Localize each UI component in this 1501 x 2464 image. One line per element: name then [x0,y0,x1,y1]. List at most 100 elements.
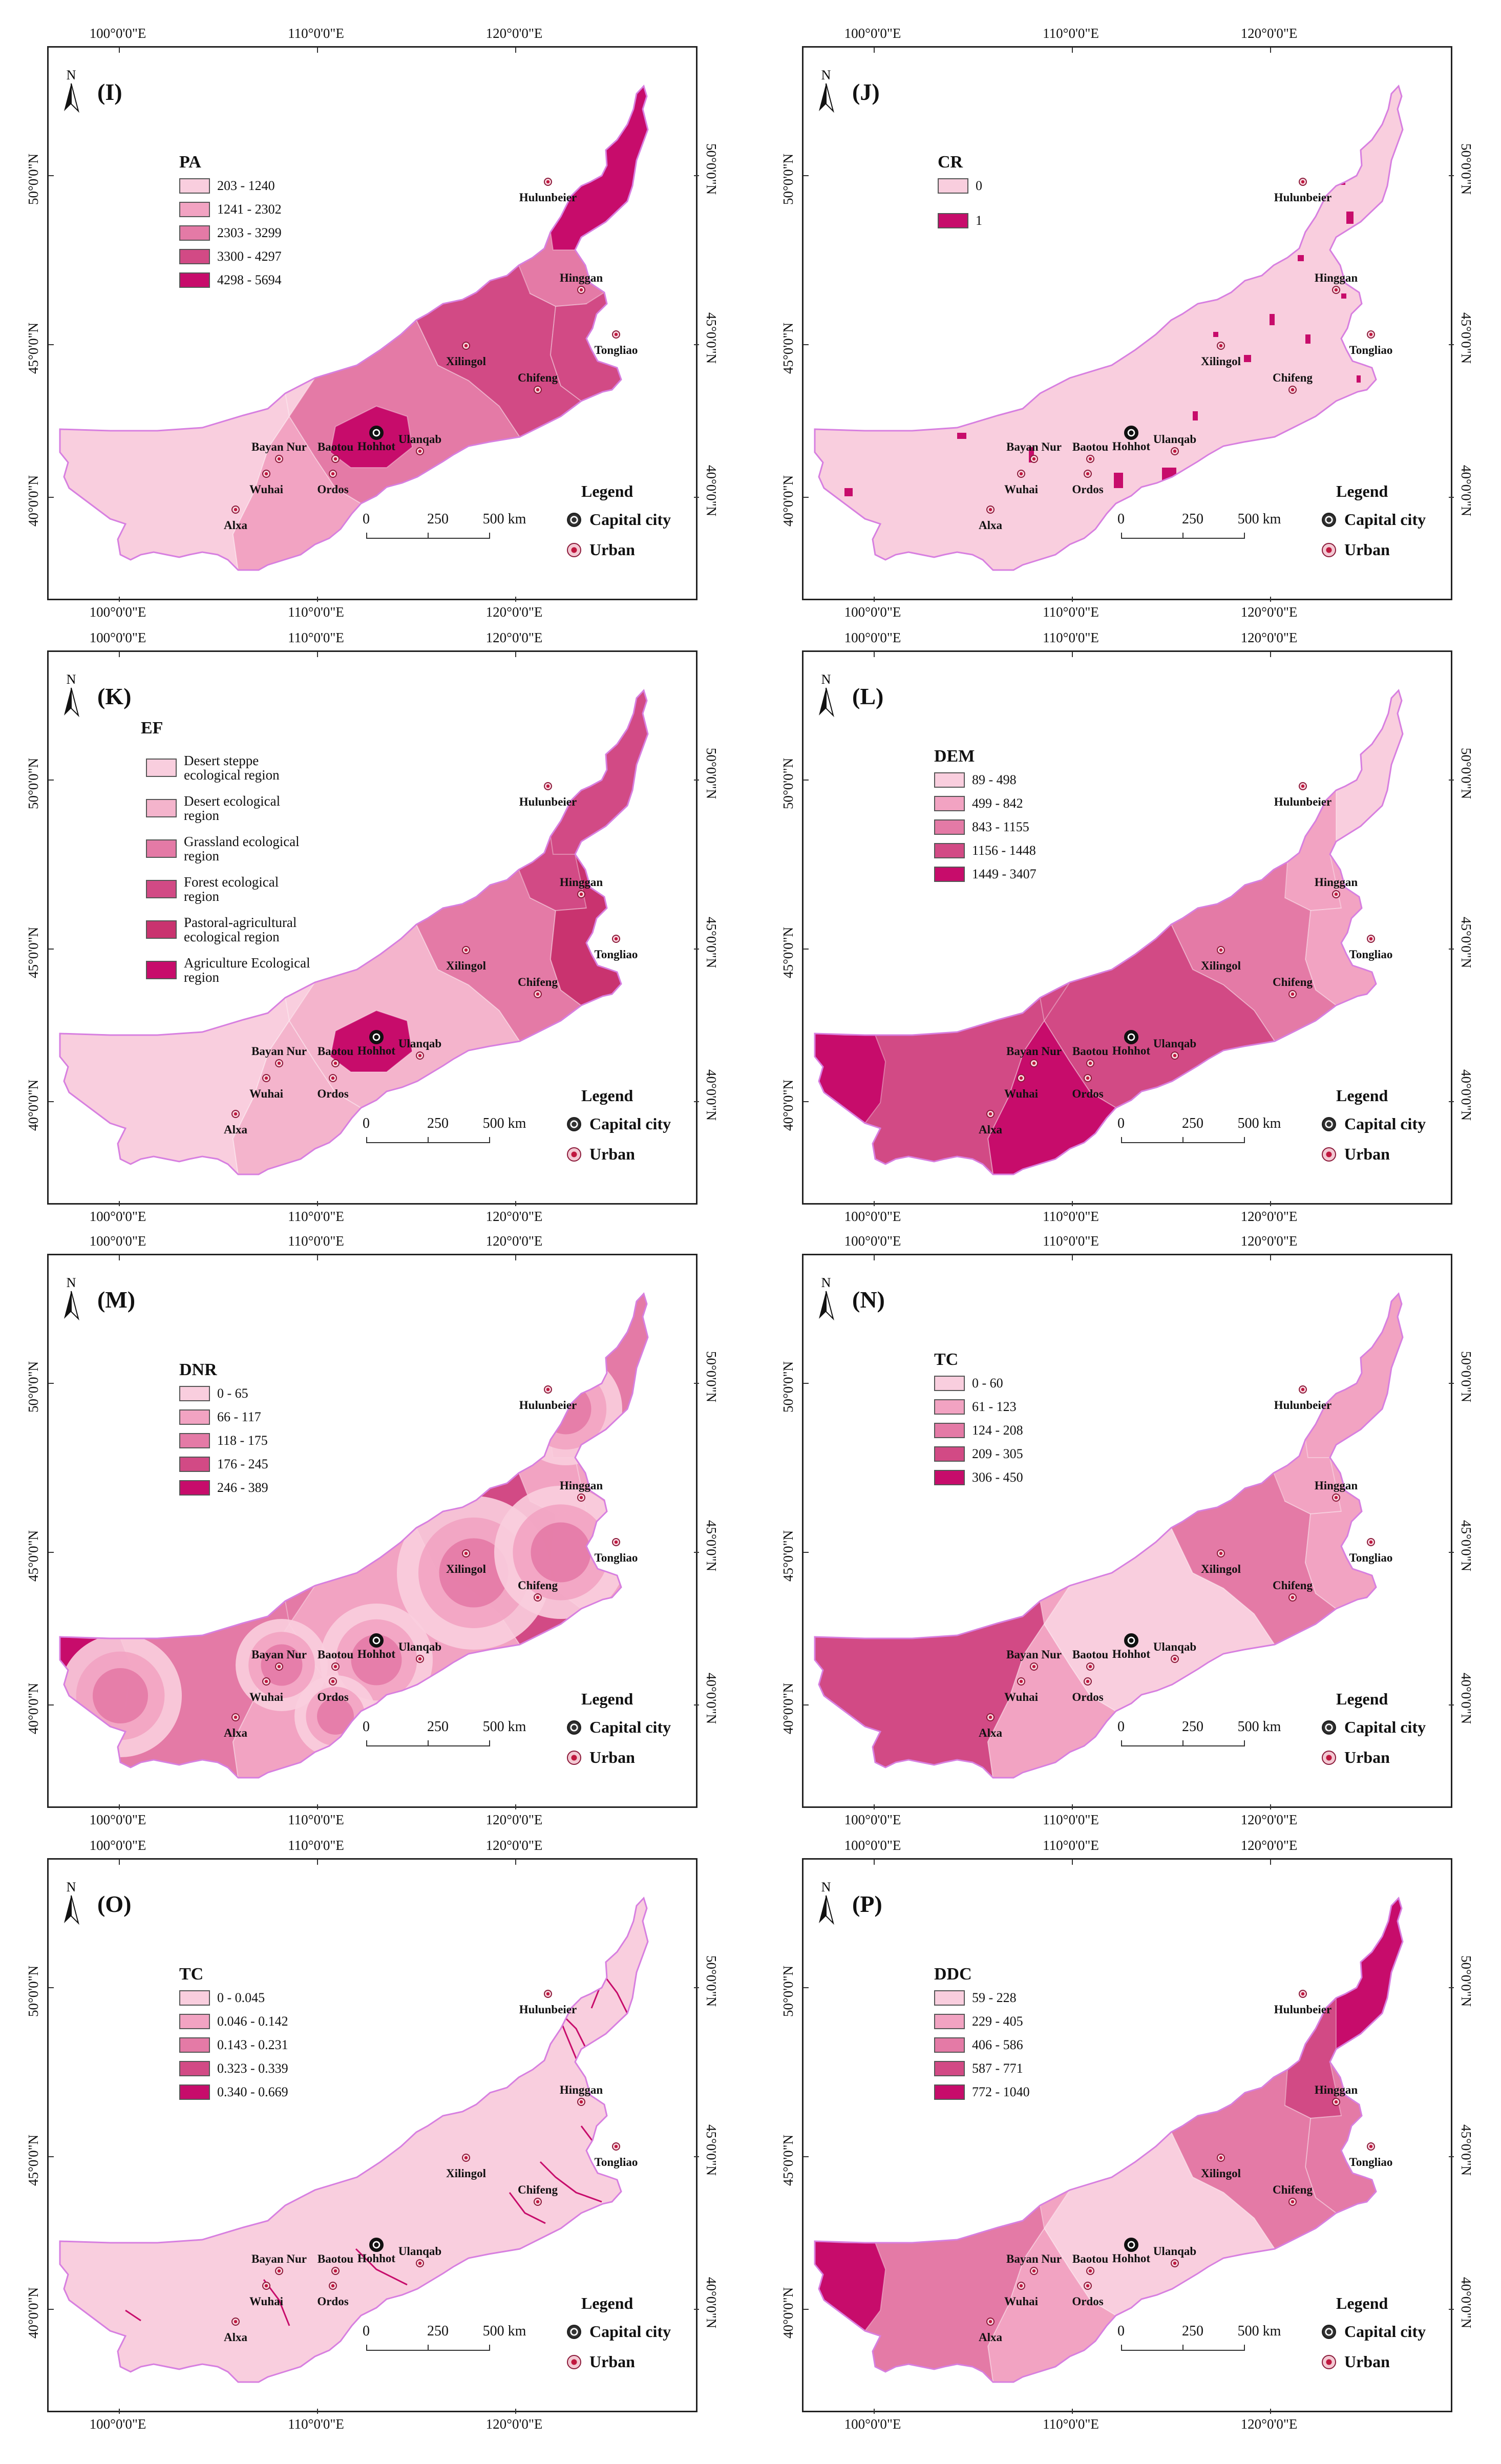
city-label-baotou: Baotou [317,1648,354,1661]
urban-marker [462,2154,470,2162]
urban-marker [416,2259,424,2267]
city-label-ordos: Ordos [1072,1087,1104,1100]
urban-marker [462,1549,470,1557]
longitude-label: 110°0'0"E [1043,1233,1099,1249]
latitude-label: 45°0'0"N [26,1530,41,1582]
city-label-hinggan: Hinggan [559,876,603,889]
legend-row: 772 - 1040 [934,2084,1030,2100]
legend-row: 0 [938,178,982,194]
legend-row: 499 - 842 [934,796,1023,811]
legend-row: 246 - 389 [179,1480,268,1496]
scale-bar-segment [1182,1740,1244,1746]
region-outline [814,1897,1404,2383]
cropland-patch [1346,212,1354,224]
legend-title: EF [141,719,163,738]
city-label-xilingol: Xilingol [1201,1563,1241,1575]
urban-marker [1299,782,1307,790]
capital-city-icon [567,2324,581,2339]
latitude-label: 50°0'0"N [26,1361,41,1413]
legend-label: 209 - 305 [972,1446,1023,1461]
city-label-bayan-nur: Bayan Nur [251,1045,307,1058]
legend-row: 0.323 - 0.339 [179,2061,288,2076]
city-label-hinggan: Hinggan [1314,271,1358,284]
urban-marker [262,1677,270,1686]
cropland-patch [1305,334,1310,344]
legend-row: 0 - 60 [934,1376,1003,1391]
legend-swatch [179,1990,210,2006]
urban-marker [1084,1677,1092,1686]
city-label-chifeng: Chifeng [1273,371,1313,384]
legend-swatch [934,2037,965,2053]
north-label: N [821,68,831,82]
latitude-label: 50°0'0"N [1458,1351,1474,1403]
longitude-label: 100°0'0"E [844,630,901,645]
urban-marker [262,2282,270,2290]
map-panel-p: N (P) DDC 59 - 228 229 - 405 406 - 586 587 - 7… [802,1858,1454,2414]
north-arrow-icon: N [816,672,836,719]
longitude-label: 100°0'0"E [89,630,146,645]
north-label: N [67,672,76,687]
urban-marker [534,990,542,998]
urban-marker [262,1074,270,1082]
legend-label: 1156 - 1448 [972,843,1036,858]
latitude-label: 40°0'0"N [1458,2277,1474,2329]
city-label-bayan-nur: Bayan Nur [1006,1045,1062,1058]
legend-label: 306 - 450 [972,1470,1023,1485]
city-label-alxa: Alxa [224,519,247,532]
urban-icon [1322,542,1336,557]
distance-ring [351,1634,402,1686]
city-label-hohhot: Hohhot [1112,1648,1151,1660]
city-label-bayan-nur: Bayan Nur [1006,2252,1062,2265]
legend-urban-row: Urban [567,1748,635,1767]
cropland-patch [1193,411,1198,420]
latitude-label: 50°0'0"N [780,153,796,205]
capital-city-marker [369,1030,384,1044]
legend-title: TC [934,1350,959,1369]
city-label-ordos: Ordos [1072,483,1104,496]
latitude-label: 45°0'0"N [780,1530,796,1582]
distance-ring [317,1698,354,1735]
legend-label: 4298 - 5694 [217,272,282,287]
urban-marker [1299,178,1307,186]
legend-label: 1 [976,213,982,228]
urban-marker [1367,1538,1375,1546]
legend-row: 124 - 208 [934,1423,1023,1438]
legend-capital-row: Capital city [567,2322,671,2341]
urban-marker [462,342,470,350]
urban-marker [1086,455,1094,463]
north-arrow-icon: N [816,68,836,114]
legend-label: 0.340 - 0.669 [217,2084,288,2099]
capital-city-marker [369,426,384,440]
legend-swatch [934,2014,965,2029]
latitude-label: 45°0'0"N [704,917,719,968]
legend-swatch [934,2084,965,2100]
scale-bar-segment [366,2345,428,2351]
urban-marker [1017,1074,1025,1082]
map-svg [49,1255,699,1809]
city-label-chifeng: Chifeng [518,2183,558,2196]
scale-bar-end [489,1740,490,1746]
region-outline [814,1292,1404,1779]
scale-tick-label: 0 [363,1115,370,1131]
legend-label: Desert ecological region [184,793,281,823]
city-label-tongliao: Tongliao [594,948,638,961]
urban-marker [1017,1677,1025,1686]
latitude-label: 40°0'0"N [780,1682,796,1734]
longitude-label: 110°0'0"E [288,1233,344,1249]
legend-swatch [179,1457,210,1472]
urban-marker [1217,342,1225,350]
city-label-hulunbeier: Hulunbeier [1274,1399,1332,1412]
city-label-baotou: Baotou [317,440,354,453]
north-arrow-icon: N [61,68,81,114]
legend-urban-row: Urban [1322,540,1390,559]
legend-capital-row: Capital city [567,510,671,529]
urban-marker [262,470,270,478]
legend-swatch [179,202,210,217]
legend-heading: Legend [581,1086,633,1105]
longitude-label: 120°0'0"E [1240,1233,1298,1249]
latitude-label: 45°0'0"N [1458,917,1474,968]
map-panel-k: N (K) EF Desert steppe ecological region Dese… [47,650,699,1206]
cropland-patch [1114,473,1123,488]
legend-swatch [934,1990,965,2006]
legend-row: 2303 - 3299 [179,225,282,241]
